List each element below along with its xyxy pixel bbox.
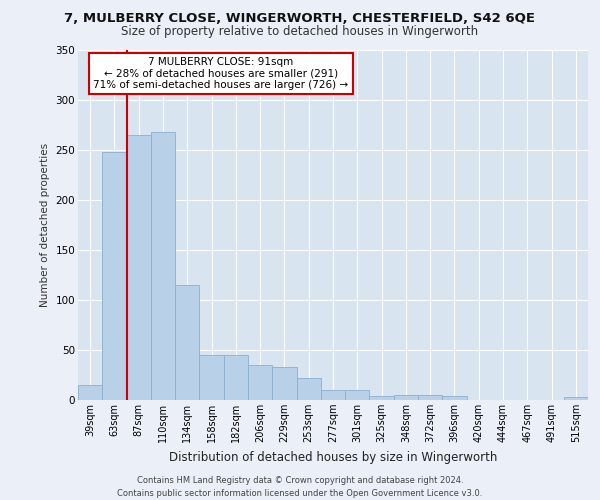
Text: Size of property relative to detached houses in Wingerworth: Size of property relative to detached ho… <box>121 25 479 38</box>
Bar <box>199 355 224 400</box>
Text: 7 MULBERRY CLOSE: 91sqm
← 28% of detached houses are smaller (291)
71% of semi-d: 7 MULBERRY CLOSE: 91sqm ← 28% of detache… <box>93 57 349 90</box>
Bar <box>418 395 442 400</box>
Bar <box>102 152 127 400</box>
Bar <box>175 285 199 400</box>
Bar <box>394 395 418 400</box>
Text: Contains HM Land Registry data © Crown copyright and database right 2024.
Contai: Contains HM Land Registry data © Crown c… <box>118 476 482 498</box>
Bar <box>296 378 321 400</box>
Bar <box>321 390 345 400</box>
Bar <box>370 396 394 400</box>
Y-axis label: Number of detached properties: Number of detached properties <box>40 143 50 307</box>
Bar <box>78 385 102 400</box>
Text: 7, MULBERRY CLOSE, WINGERWORTH, CHESTERFIELD, S42 6QE: 7, MULBERRY CLOSE, WINGERWORTH, CHESTERF… <box>65 12 536 26</box>
Bar <box>151 132 175 400</box>
Bar <box>345 390 370 400</box>
Bar <box>127 135 151 400</box>
Bar <box>442 396 467 400</box>
Bar <box>248 365 272 400</box>
Bar <box>564 397 588 400</box>
X-axis label: Distribution of detached houses by size in Wingerworth: Distribution of detached houses by size … <box>169 450 497 464</box>
Bar <box>224 355 248 400</box>
Bar <box>272 367 296 400</box>
